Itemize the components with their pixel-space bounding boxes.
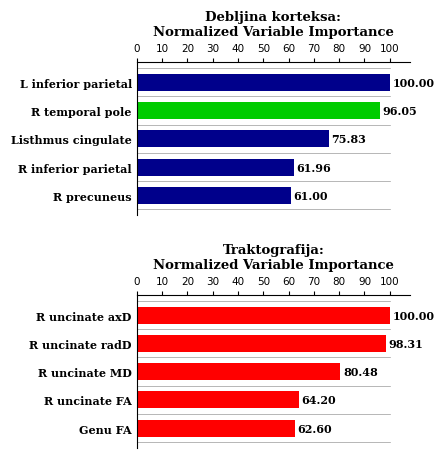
Text: 64.20: 64.20 <box>302 394 336 405</box>
Text: 96.05: 96.05 <box>382 106 417 117</box>
Bar <box>137 75 390 91</box>
Text: 61.00: 61.00 <box>294 190 328 202</box>
Bar <box>137 335 385 352</box>
Bar <box>137 363 340 380</box>
Title: Traktografija:
Normalized Variable Importance: Traktografija: Normalized Variable Impor… <box>153 243 394 271</box>
Text: 100.00: 100.00 <box>392 78 434 89</box>
Bar <box>137 420 295 437</box>
Text: 62.60: 62.60 <box>298 423 333 434</box>
Bar <box>137 187 291 204</box>
Text: 75.83: 75.83 <box>331 134 366 145</box>
Text: 61.96: 61.96 <box>296 162 331 173</box>
Bar <box>137 159 294 176</box>
Bar <box>137 131 329 148</box>
Bar <box>137 392 299 409</box>
Text: 80.48: 80.48 <box>343 366 377 377</box>
Title: Debljina korteksa:
Normalized Variable Importance: Debljina korteksa: Normalized Variable I… <box>153 11 394 39</box>
Bar <box>137 307 390 324</box>
Bar <box>137 103 380 120</box>
Text: 100.00: 100.00 <box>392 310 434 321</box>
Text: 98.31: 98.31 <box>388 338 423 349</box>
